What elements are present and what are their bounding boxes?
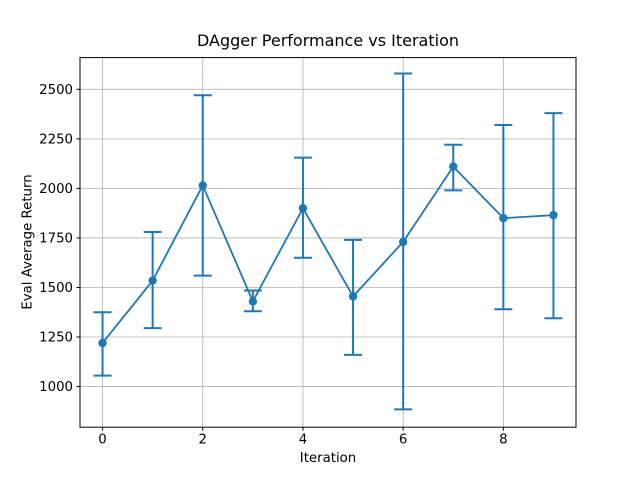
x-tick-label: 8 [499, 433, 507, 448]
data-point-marker [198, 181, 207, 190]
chart-title: DAgger Performance vs Iteration [196, 31, 460, 50]
data-point-marker [298, 204, 308, 213]
data-point-marker [148, 276, 157, 285]
data-point-marker [398, 237, 408, 247]
data-point-marker [499, 213, 508, 223]
data-point-marker [348, 292, 358, 301]
plot-border [79, 57, 577, 428]
data-point-marker [449, 162, 458, 171]
y-tick-label: 2250 [39, 132, 73, 147]
y-tick-label: 2000 [39, 182, 73, 197]
x-axis-label: Iteration [299, 451, 357, 466]
data-point-marker [98, 338, 107, 348]
y-tick-label: 1000 [39, 380, 73, 395]
data-point-marker [549, 210, 558, 220]
y-tick-label: 1500 [39, 281, 73, 296]
data-point-marker [248, 297, 258, 306]
y-tick-label: 1250 [39, 331, 73, 346]
data-line [101, 165, 554, 344]
y-tick-label: 1750 [39, 231, 73, 246]
x-tick-label: 6 [399, 433, 407, 448]
x-tick-label: 4 [299, 433, 307, 448]
y-axis-label: Eval Average Return [20, 174, 36, 310]
y-tick-label: 2500 [39, 83, 73, 98]
x-tick-label: 2 [199, 433, 207, 448]
x-tick-label: 0 [98, 433, 106, 448]
